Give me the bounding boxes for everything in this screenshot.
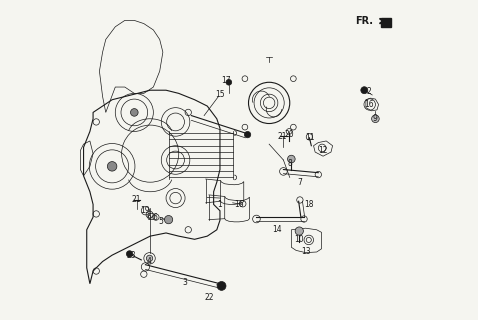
Text: 22: 22: [204, 293, 214, 302]
Text: 21: 21: [131, 195, 141, 204]
Circle shape: [226, 79, 232, 85]
Text: 19: 19: [141, 206, 150, 215]
Text: 2: 2: [367, 87, 371, 96]
Text: 5: 5: [159, 217, 164, 226]
Text: 6: 6: [152, 212, 157, 222]
Text: 20: 20: [285, 130, 294, 139]
Text: 11: 11: [305, 133, 315, 142]
Circle shape: [130, 108, 138, 116]
Text: 3: 3: [183, 278, 187, 287]
Text: 21: 21: [277, 132, 287, 141]
Text: 9: 9: [373, 114, 378, 123]
Text: 4: 4: [146, 257, 151, 266]
Text: 23: 23: [126, 251, 136, 260]
Text: 12: 12: [318, 146, 328, 155]
Circle shape: [108, 162, 117, 171]
FancyBboxPatch shape: [381, 18, 391, 27]
Circle shape: [361, 87, 368, 94]
Text: 7: 7: [297, 178, 302, 187]
Circle shape: [244, 132, 251, 138]
Text: 8: 8: [287, 159, 292, 168]
Text: 14: 14: [272, 225, 282, 234]
Text: FR.: FR.: [356, 16, 373, 26]
Circle shape: [295, 227, 304, 235]
Text: 6: 6: [146, 212, 151, 222]
Text: 15: 15: [215, 91, 225, 100]
Text: 17: 17: [221, 76, 231, 85]
Text: 16: 16: [364, 100, 374, 109]
Text: 16: 16: [234, 200, 244, 209]
Text: 18: 18: [304, 200, 314, 209]
Circle shape: [146, 255, 152, 261]
Circle shape: [371, 115, 379, 123]
Text: 13: 13: [301, 247, 310, 257]
Circle shape: [164, 215, 173, 224]
Text: 10: 10: [294, 235, 304, 244]
Text: 1: 1: [217, 200, 222, 209]
Circle shape: [288, 155, 295, 163]
Circle shape: [126, 251, 133, 257]
Circle shape: [217, 282, 226, 290]
